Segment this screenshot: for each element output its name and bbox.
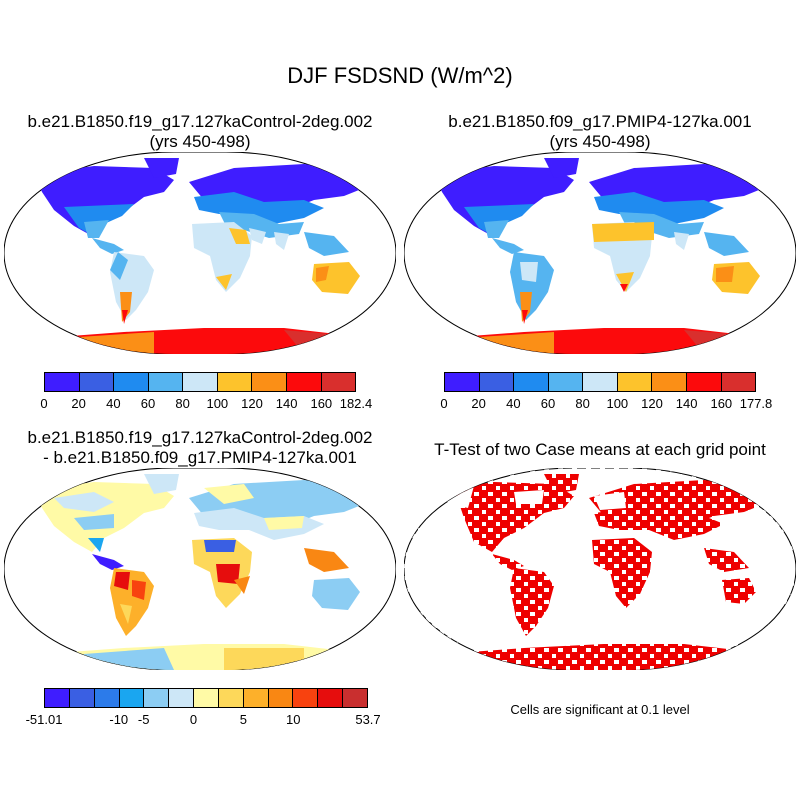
colorbar-swatch bbox=[514, 373, 549, 391]
colorbar-label: 177.8 bbox=[739, 396, 773, 411]
colorbar-swatch bbox=[321, 373, 356, 391]
colorbar-swatch bbox=[268, 689, 294, 707]
colorbar-swatch bbox=[686, 373, 722, 391]
map-control-fsdsnd bbox=[4, 152, 396, 354]
colorbar-labels-bottom-left: -51.01 -10 -5 0 5 10 53.7 bbox=[26, 712, 381, 728]
colorbar-swatch bbox=[243, 689, 269, 707]
colorbar-top-left bbox=[44, 372, 356, 392]
colorbar-swatch bbox=[218, 689, 244, 707]
colorbar-swatch bbox=[252, 373, 287, 391]
panel-title-line1: b.e21.B1850.f09_g17.PMIP4-127ka.001 bbox=[448, 112, 752, 131]
colorbar-swatch bbox=[169, 689, 195, 707]
colorbar-swatch bbox=[583, 373, 618, 391]
colorbar-swatch bbox=[194, 689, 219, 707]
colorbar-label: 20 bbox=[471, 396, 486, 411]
colorbar-swatch bbox=[286, 373, 322, 391]
map-ttest-significance bbox=[404, 468, 796, 670]
colorbar-label: 140 bbox=[675, 396, 698, 411]
panel-title-line2: (yrs 450-498) bbox=[149, 132, 251, 151]
panel-title-line1: b.e21.B1850.f19_g17.127kaControl-2deg.00… bbox=[27, 428, 373, 447]
panel-title-line2: - b.e21.B1850.f09_g17.PMIP4-127ka.001 bbox=[43, 448, 357, 467]
panel-title-line1: T-Test of two Case means at each grid po… bbox=[434, 440, 766, 459]
panel-title-line2: (yrs 450-498) bbox=[549, 132, 651, 151]
colorbar-label: -5 bbox=[137, 712, 150, 727]
colorbar-label: 140 bbox=[275, 396, 298, 411]
colorbar-label: -10 bbox=[109, 712, 129, 727]
colorbar-label: 5 bbox=[239, 712, 247, 727]
colorbar-swatch bbox=[318, 689, 344, 707]
colorbar-label: 40 bbox=[506, 396, 521, 411]
colorbar-label: 182.4 bbox=[339, 396, 373, 411]
colorbar-label: 10 bbox=[285, 712, 301, 727]
colorbar-top-right bbox=[444, 372, 756, 392]
colorbar-swatch bbox=[114, 373, 149, 391]
colorbar-swatch bbox=[94, 689, 120, 707]
colorbar-label: 20 bbox=[71, 396, 86, 411]
map-significant-cells bbox=[404, 468, 796, 670]
main-title: DJF FSDSND (W/m^2) bbox=[287, 63, 513, 88]
colorbar-bottom-left bbox=[44, 688, 368, 708]
colorbar-label: 53.7 bbox=[355, 712, 381, 727]
colorbar-swatch bbox=[652, 373, 687, 391]
colorbar-label: 100 bbox=[606, 396, 629, 411]
panel-title-top-left: b.e21.B1850.f19_g17.127kaControl-2deg.00… bbox=[0, 112, 400, 152]
colorbar-swatch bbox=[217, 373, 253, 391]
colorbar-swatch bbox=[479, 373, 515, 391]
colorbar-label: 0 bbox=[440, 396, 448, 411]
colorbar-swatch bbox=[548, 373, 584, 391]
colorbar-swatch bbox=[293, 689, 319, 707]
colorbar-swatch bbox=[45, 373, 80, 391]
colorbar-swatch bbox=[148, 373, 184, 391]
colorbar-swatch bbox=[69, 689, 95, 707]
colorbar-swatch bbox=[445, 373, 480, 391]
colorbar-label: 0 bbox=[40, 396, 48, 411]
panel-title-bottom-right: T-Test of two Case means at each grid po… bbox=[400, 440, 800, 460]
colorbar-swatch bbox=[144, 689, 170, 707]
map-difference-fsdsnd bbox=[4, 468, 396, 670]
colorbar-label: 80 bbox=[575, 396, 590, 411]
significance-note: Cells are significant at 0.1 level bbox=[510, 702, 690, 717]
colorbar-swatch bbox=[617, 373, 653, 391]
colorbar-label: 60 bbox=[140, 396, 156, 411]
panel-title-top-right: b.e21.B1850.f09_g17.PMIP4-127ka.001 (yrs… bbox=[400, 112, 800, 152]
colorbar-swatch bbox=[119, 689, 145, 707]
colorbar-label: 40 bbox=[106, 396, 121, 411]
colorbar-swatch bbox=[183, 373, 218, 391]
colorbar-labels-top-left: 0 20 40 60 80 100 120 140 160 182.4 bbox=[40, 396, 372, 412]
colorbar-label: -51.01 bbox=[25, 712, 63, 727]
colorbar-swatch bbox=[721, 373, 756, 391]
colorbar-label: 160 bbox=[710, 396, 733, 411]
colorbar-swatch bbox=[343, 689, 367, 707]
colorbar-label: 0 bbox=[189, 712, 198, 727]
colorbar-label: 100 bbox=[206, 396, 229, 411]
panel-title-line1: b.e21.B1850.f19_g17.127kaControl-2deg.00… bbox=[27, 112, 373, 131]
colorbar-label: 80 bbox=[175, 396, 190, 411]
colorbar-labels-top-right: 0 20 40 60 80 100 120 140 160 177.8 bbox=[440, 396, 772, 412]
colorbar-swatch bbox=[45, 689, 70, 707]
colorbar-swatch bbox=[79, 373, 115, 391]
colorbar-label: 160 bbox=[310, 396, 333, 411]
map-pmip4-fsdsnd bbox=[404, 152, 796, 354]
colorbar-label: 60 bbox=[540, 396, 556, 411]
colorbar-label: 120 bbox=[241, 396, 263, 411]
panel-title-bottom-left: b.e21.B1850.f19_g17.127kaControl-2deg.00… bbox=[0, 428, 400, 468]
colorbar-label: 120 bbox=[641, 396, 663, 411]
